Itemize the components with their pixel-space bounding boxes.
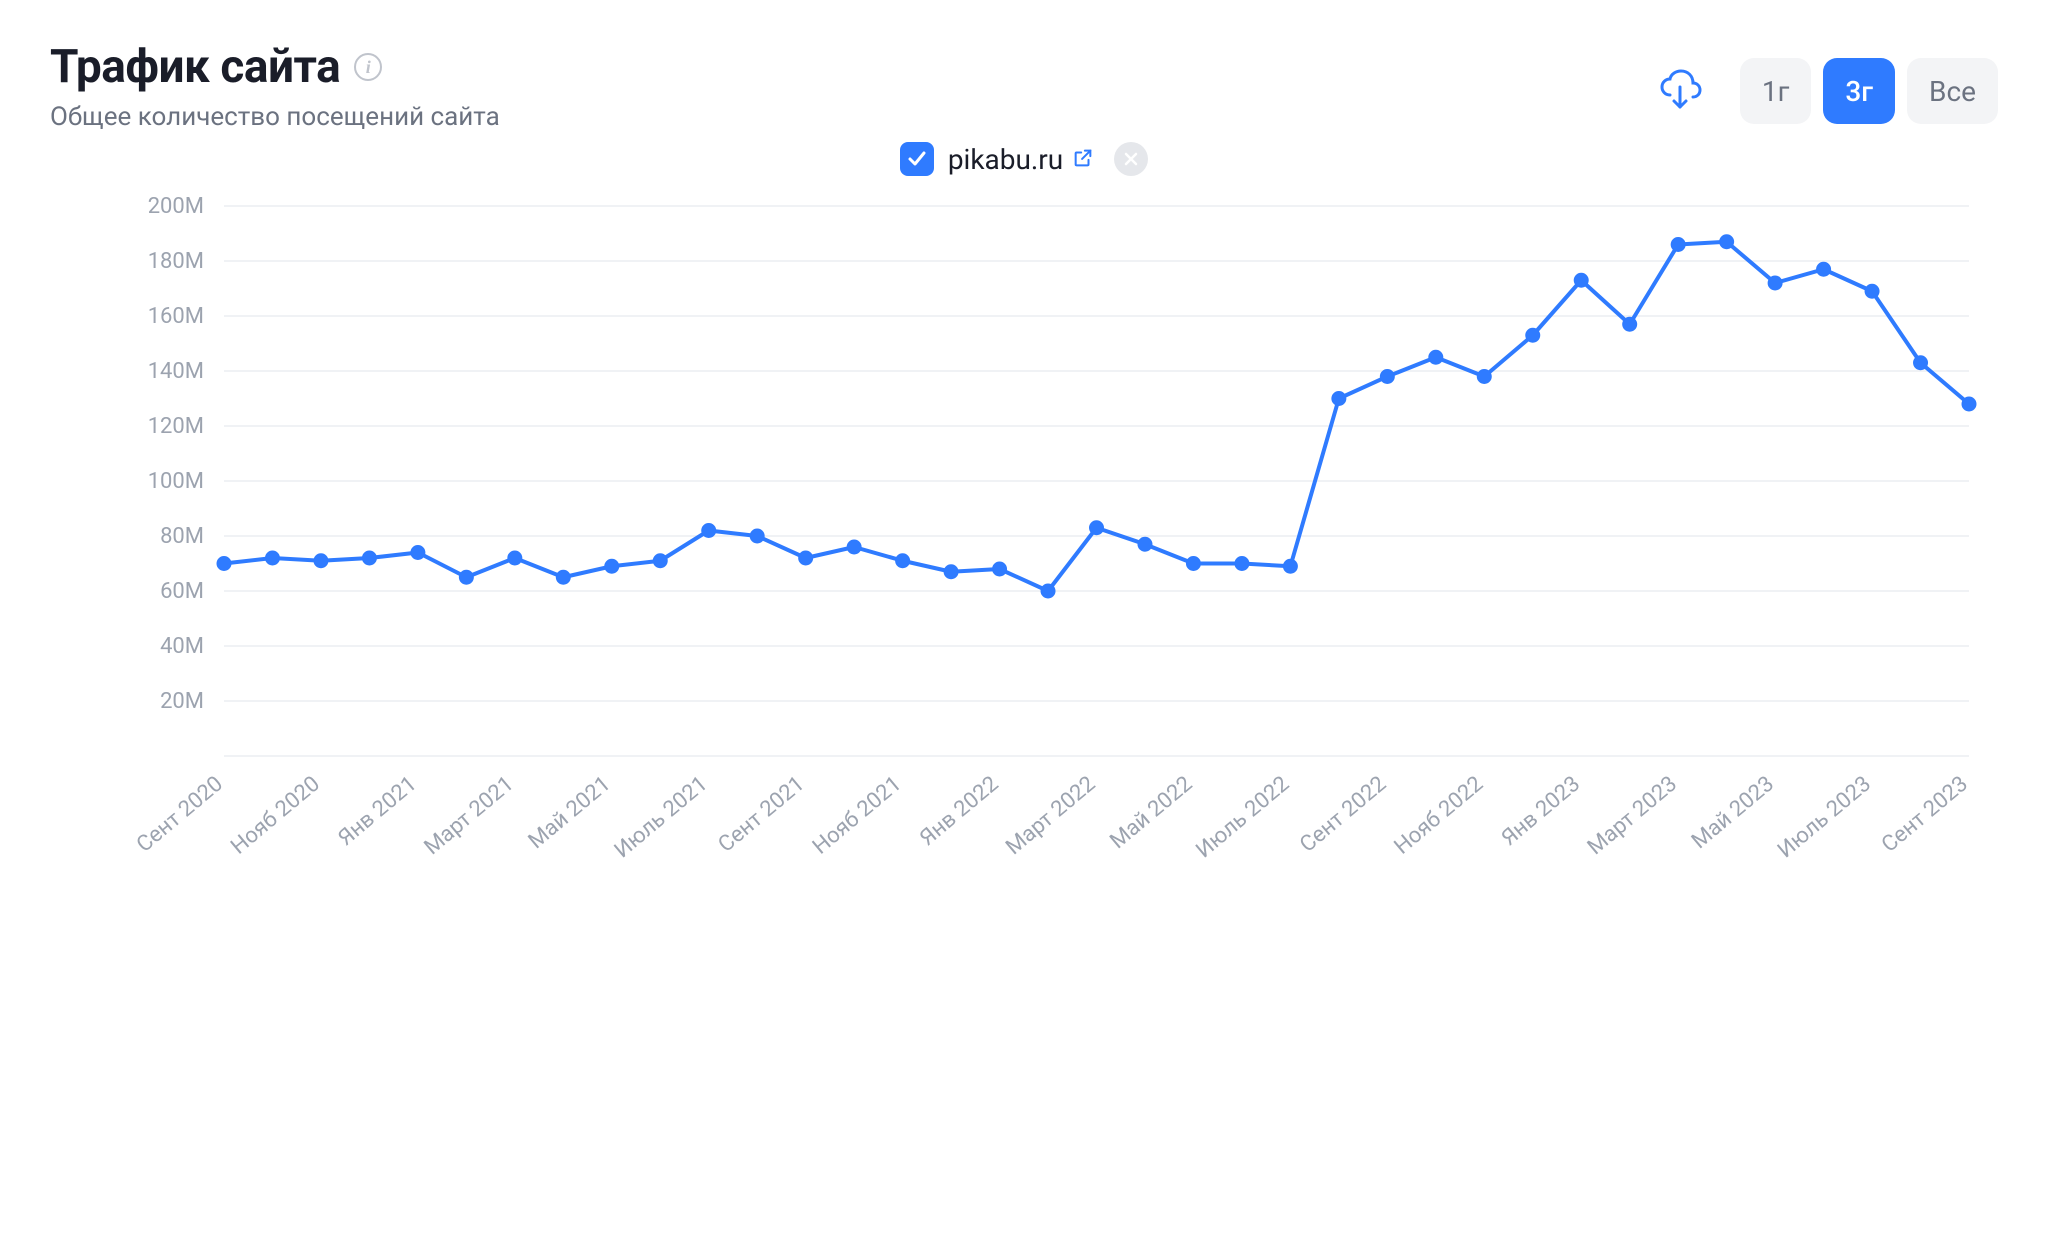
- download-icon[interactable]: [1656, 67, 1704, 115]
- svg-text:Янв 2023: Янв 2023: [1497, 771, 1585, 851]
- svg-text:140M: 140M: [148, 359, 204, 384]
- svg-text:Нояб 2021: Нояб 2021: [808, 771, 906, 859]
- legend: pikabu.ru: [50, 142, 1998, 176]
- legend-site-text: pikabu.ru: [948, 143, 1063, 176]
- svg-text:180M: 180M: [148, 249, 204, 274]
- title-block: Трафик сайта i Общее количество посещени…: [50, 40, 500, 132]
- svg-text:Сент 2023: Сент 2023: [1877, 771, 1973, 857]
- page-title: Трафик сайта: [50, 40, 340, 94]
- svg-text:Янв 2021: Янв 2021: [334, 771, 422, 851]
- svg-text:Май 2022: Май 2022: [1106, 771, 1198, 854]
- traffic-line-chart: 20M 40M 60M 80M 100M 120M 140M 160M 180M 200M Сент…: [64, 196, 1984, 986]
- external-link-icon[interactable]: [1072, 147, 1094, 169]
- svg-text:100M: 100M: [148, 469, 204, 494]
- svg-text:Нояб 2020: Нояб 2020: [226, 771, 324, 859]
- svg-text:Март 2021: Март 2021: [420, 771, 519, 860]
- svg-text:40M: 40M: [160, 634, 204, 659]
- svg-text:160M: 160M: [148, 304, 204, 329]
- svg-text:200M: 200M: [148, 196, 204, 219]
- legend-checkbox[interactable]: [900, 142, 934, 176]
- info-icon[interactable]: i: [354, 53, 382, 81]
- controls: 1г3гВсе: [1656, 58, 1998, 124]
- svg-text:Сент 2021: Сент 2021: [714, 771, 810, 857]
- svg-text:Сент 2020: Сент 2020: [132, 771, 228, 857]
- svg-text:Июль 2023: Июль 2023: [1773, 771, 1876, 863]
- range-buttons: 1г3гВсе: [1740, 58, 1998, 124]
- legend-site-label[interactable]: pikabu.ru: [948, 143, 1094, 176]
- title-line: Трафик сайта i: [50, 40, 500, 94]
- range-button-3г[interactable]: 3г: [1823, 58, 1895, 124]
- chart-container: 20M 40M 60M 80M 100M 120M 140M 160M 180M 200M Сент…: [64, 196, 1984, 990]
- svg-text:Июль 2022: Июль 2022: [1192, 771, 1295, 863]
- svg-text:Сент 2022: Сент 2022: [1295, 771, 1391, 857]
- range-button-Все[interactable]: Все: [1907, 58, 1998, 124]
- svg-text:Май 2021: Май 2021: [524, 771, 616, 854]
- svg-text:Март 2023: Март 2023: [1583, 771, 1682, 860]
- svg-text:Май 2023: Май 2023: [1687, 771, 1779, 854]
- page-subtitle: Общее количество посещений сайта: [50, 102, 500, 132]
- svg-text:Нояб 2022: Нояб 2022: [1390, 771, 1488, 859]
- svg-text:80M: 80M: [160, 524, 204, 549]
- range-button-1г[interactable]: 1г: [1740, 58, 1812, 124]
- svg-text:Март 2022: Март 2022: [1001, 771, 1100, 860]
- legend-remove-icon[interactable]: [1114, 142, 1148, 176]
- svg-text:120M: 120M: [148, 414, 204, 439]
- svg-text:Янв 2022: Янв 2022: [915, 771, 1003, 851]
- header-row: Трафик сайта i Общее количество посещени…: [50, 40, 1998, 132]
- svg-text:20M: 20M: [160, 689, 204, 714]
- svg-text:Июль 2021: Июль 2021: [610, 771, 713, 863]
- svg-text:60M: 60M: [160, 579, 204, 604]
